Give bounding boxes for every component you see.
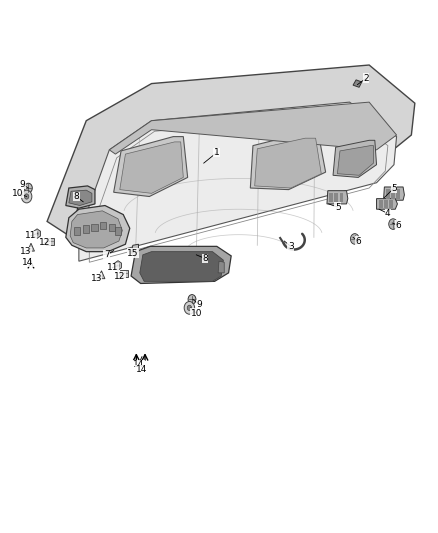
Polygon shape [79, 102, 396, 261]
Circle shape [25, 183, 32, 193]
Text: 5: 5 [391, 183, 397, 192]
Circle shape [21, 190, 32, 203]
Bar [120, 270, 128, 277]
Bar [386, 189, 390, 199]
Bar [384, 200, 388, 208]
Bar [391, 189, 395, 199]
Bar [389, 200, 393, 208]
Text: 7: 7 [104, 251, 110, 260]
Bar [334, 193, 338, 203]
Polygon shape [28, 243, 35, 251]
Polygon shape [218, 261, 224, 273]
Polygon shape [120, 142, 184, 193]
Polygon shape [131, 246, 231, 284]
Polygon shape [98, 271, 105, 279]
Text: 14: 14 [136, 366, 147, 374]
Bar [83, 225, 89, 232]
Text: 8: 8 [74, 192, 79, 201]
Bar [379, 200, 383, 208]
Text: 9: 9 [19, 180, 25, 189]
Polygon shape [384, 187, 404, 200]
Circle shape [389, 219, 397, 229]
Text: 1: 1 [214, 148, 220, 157]
Bar [92, 223, 98, 231]
Text: 11: 11 [25, 231, 37, 240]
Text: 13: 13 [20, 247, 31, 256]
Text: 6: 6 [396, 221, 401, 230]
Bar [396, 189, 400, 199]
Text: 15: 15 [127, 249, 138, 258]
Text: 10: 10 [191, 309, 202, 318]
Polygon shape [114, 136, 187, 197]
Polygon shape [333, 140, 377, 177]
Circle shape [184, 302, 194, 314]
Polygon shape [140, 252, 223, 281]
Circle shape [35, 231, 39, 236]
Polygon shape [47, 65, 415, 243]
Text: 6: 6 [355, 237, 361, 246]
Bar [46, 238, 54, 245]
Text: 11: 11 [106, 263, 118, 272]
Polygon shape [66, 186, 95, 208]
Polygon shape [377, 199, 397, 209]
Bar [329, 193, 333, 203]
Polygon shape [69, 190, 92, 206]
Polygon shape [254, 138, 321, 188]
Text: 10: 10 [12, 189, 24, 198]
Polygon shape [327, 191, 348, 204]
Polygon shape [353, 80, 362, 87]
Bar [74, 227, 80, 235]
Circle shape [188, 295, 196, 304]
Text: 2: 2 [363, 74, 369, 83]
Bar [100, 222, 106, 229]
Text: 12: 12 [114, 271, 125, 280]
Polygon shape [115, 261, 121, 270]
Text: 14: 14 [22, 258, 33, 266]
Polygon shape [110, 102, 396, 154]
Polygon shape [70, 211, 122, 248]
Polygon shape [251, 133, 325, 190]
Text: 3: 3 [288, 242, 294, 251]
Polygon shape [131, 244, 138, 253]
Circle shape [350, 233, 359, 244]
Bar [339, 193, 343, 203]
Text: 4: 4 [385, 209, 391, 218]
Bar [109, 223, 115, 231]
Polygon shape [34, 229, 40, 238]
Text: 12: 12 [39, 238, 51, 247]
Circle shape [187, 305, 191, 311]
Circle shape [116, 263, 120, 268]
Polygon shape [337, 146, 374, 175]
Circle shape [25, 194, 29, 199]
Text: 14: 14 [133, 360, 144, 369]
Text: 9: 9 [197, 300, 202, 309]
Text: 5: 5 [335, 203, 341, 212]
Polygon shape [66, 206, 130, 252]
Bar [115, 227, 120, 235]
Text: 13: 13 [91, 273, 102, 282]
Text: 8: 8 [202, 254, 208, 263]
